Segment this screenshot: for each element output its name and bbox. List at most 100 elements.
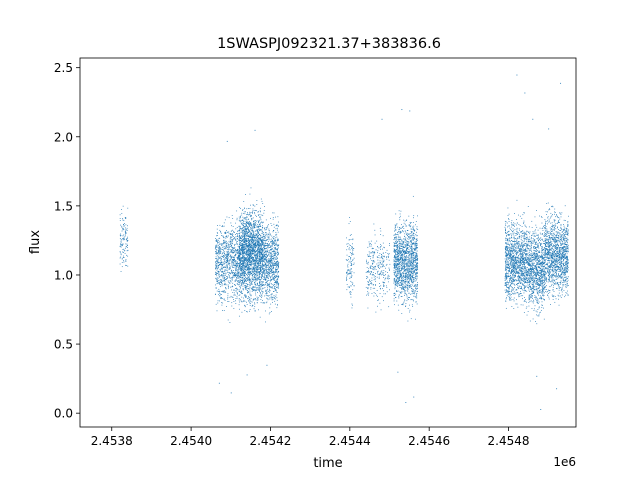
data-point [126, 243, 128, 245]
data-point [237, 274, 239, 276]
data-point [349, 291, 351, 293]
data-point [260, 241, 262, 243]
data-point [255, 274, 257, 276]
data-point [393, 251, 395, 252]
data-point [351, 303, 353, 305]
data-point [268, 273, 269, 275]
data-point [243, 272, 245, 274]
data-point [251, 270, 253, 272]
data-point [241, 247, 243, 249]
data-point [403, 228, 405, 229]
data-point [265, 277, 267, 279]
data-point [127, 247, 128, 249]
data-point [227, 258, 229, 260]
data-point [246, 219, 248, 221]
data-point [240, 268, 242, 269]
data-point [226, 261, 228, 262]
data-point [241, 219, 243, 221]
data-point [386, 258, 388, 260]
data-point [249, 211, 251, 213]
data-point [248, 235, 250, 237]
data-point [248, 297, 250, 299]
data-point [260, 265, 262, 267]
data-point [244, 228, 246, 230]
data-point [256, 254, 258, 256]
data-point [224, 262, 226, 264]
data-point [264, 284, 266, 285]
data-point [235, 248, 236, 250]
data-point [372, 252, 374, 253]
data-point [257, 258, 259, 260]
data-point [220, 286, 222, 288]
data-point [214, 248, 216, 250]
data-point [242, 241, 244, 243]
data-point [251, 305, 253, 307]
data-point [387, 278, 389, 280]
data-point [249, 280, 251, 282]
data-point [217, 235, 218, 236]
data-point [239, 276, 241, 277]
data-point [275, 265, 276, 266]
data-point [270, 279, 272, 281]
data-point [238, 250, 240, 252]
data-point [402, 258, 404, 260]
data-point [219, 257, 221, 259]
data-point [268, 272, 270, 273]
data-point [243, 252, 244, 254]
data-point [226, 216, 228, 218]
data-point [261, 266, 263, 267]
data-point [226, 254, 228, 256]
data-point [368, 255, 370, 257]
data-point [239, 279, 241, 280]
data-point [243, 241, 245, 243]
data-point [271, 249, 273, 250]
data-point [122, 238, 124, 240]
data-point [257, 262, 259, 264]
data-point [393, 259, 395, 261]
data-point [239, 277, 241, 278]
data-point [242, 210, 244, 211]
data-point [229, 280, 231, 282]
data-point [255, 278, 257, 280]
data-point [267, 245, 269, 247]
data-point [231, 252, 233, 253]
data-point [261, 277, 262, 279]
data-point [273, 236, 275, 237]
data-point [126, 229, 128, 231]
data-point [273, 291, 274, 292]
data-point [236, 295, 238, 297]
data-point [242, 283, 244, 285]
data-point [273, 291, 275, 292]
data-point [403, 286, 404, 288]
data-point [369, 267, 371, 268]
data-point [416, 250, 418, 252]
data-point [393, 250, 395, 251]
data-point [271, 293, 273, 295]
data-point [264, 258, 266, 260]
data-point [245, 230, 247, 232]
data-point [238, 280, 240, 281]
data-point [251, 246, 253, 247]
data-point [257, 233, 259, 234]
data-point [239, 249, 240, 251]
data-point [394, 272, 396, 274]
data-point [406, 263, 408, 265]
data-point [225, 241, 227, 243]
data-point [386, 286, 388, 288]
data-point [372, 247, 374, 249]
data-point [239, 218, 241, 220]
data-point [397, 278, 399, 280]
data-point [254, 249, 256, 251]
data-point [275, 240, 276, 242]
data-point [255, 290, 257, 292]
data-point [231, 233, 233, 235]
data-point [277, 282, 279, 284]
data-point [383, 282, 385, 283]
data-point [239, 235, 240, 237]
data-point [224, 269, 226, 271]
data-point [246, 268, 248, 270]
data-point [233, 258, 235, 260]
data-point [398, 270, 400, 272]
data-point [373, 279, 375, 281]
data-point [272, 270, 274, 272]
